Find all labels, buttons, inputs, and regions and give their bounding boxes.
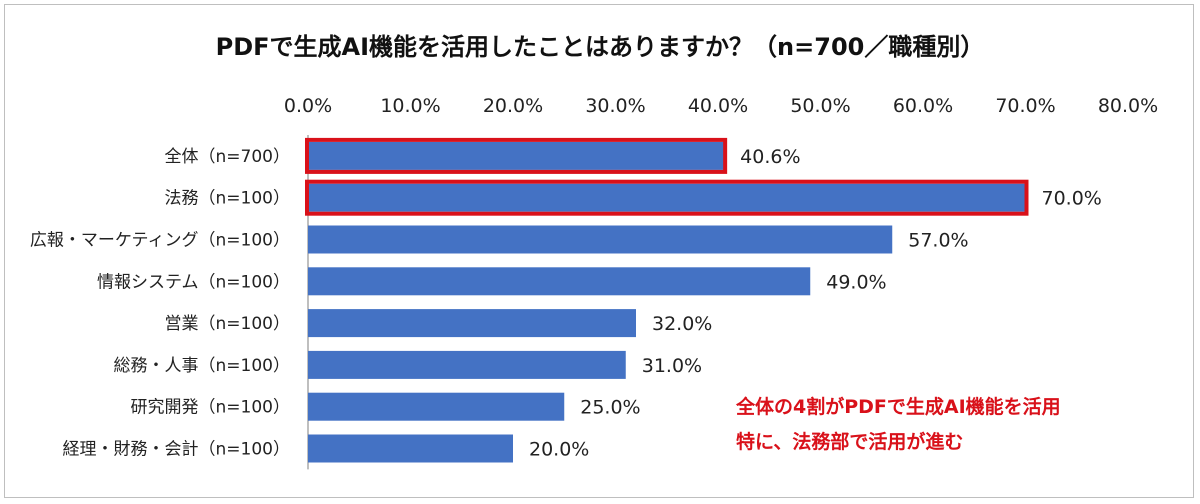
bar: [308, 434, 513, 463]
category-label: 研究開発（n=100）: [131, 398, 290, 418]
chart-title: PDFで生成AI機能を活用したことはありますか？（n=700／職種別）: [216, 33, 985, 61]
bar: [308, 141, 725, 170]
bar: [308, 309, 636, 338]
bar-value-label: 25.0%: [580, 397, 640, 419]
category-label: 法務（n=100）: [165, 189, 290, 209]
category-label: 情報システム（n=100）: [97, 272, 290, 292]
bar-highlight-box: [305, 137, 728, 174]
x-tick-label: 70.0%: [995, 95, 1055, 117]
x-tick-label: 50.0%: [790, 95, 850, 117]
x-tick-label: 0.0%: [284, 95, 332, 117]
x-tick-label: 60.0%: [893, 95, 953, 117]
bar-highlight-box: [305, 179, 1029, 216]
bar-value-label: 31.0%: [642, 355, 702, 377]
x-tick-label: 40.0%: [688, 95, 748, 117]
bar-value-label: 20.0%: [529, 439, 589, 461]
x-tick-label: 80.0%: [1098, 95, 1158, 117]
category-label: 広報・マーケティング（n=100）: [30, 231, 290, 251]
bar-value-label: 70.0%: [1042, 188, 1102, 210]
bar: [308, 183, 1026, 212]
bar-value-label: 49.0%: [826, 271, 886, 293]
bar-value-label: 32.0%: [652, 313, 712, 335]
annotation-line: 特に、法務部で活用が進む: [736, 430, 963, 453]
bar-value-label: 57.0%: [908, 230, 968, 252]
category-label: 総務・人事（n=100）: [114, 356, 290, 376]
chart-frame: [4, 4, 1194, 498]
bar: [308, 350, 626, 379]
bar: [308, 225, 893, 254]
category-label: 全体（n=700）: [165, 147, 290, 167]
bar: [308, 267, 811, 296]
annotation-line: 全体の4割がPDFで生成AI機能を活用: [735, 395, 1061, 418]
x-tick-label: 20.0%: [483, 95, 543, 117]
bar: [308, 392, 565, 421]
x-tick-label: 10.0%: [380, 95, 440, 117]
bar-value-label: 40.6%: [740, 146, 800, 168]
category-label: 営業（n=100）: [165, 314, 290, 334]
category-label: 経理・財務・会計（n=100）: [63, 440, 290, 460]
x-tick-label: 30.0%: [585, 95, 645, 117]
